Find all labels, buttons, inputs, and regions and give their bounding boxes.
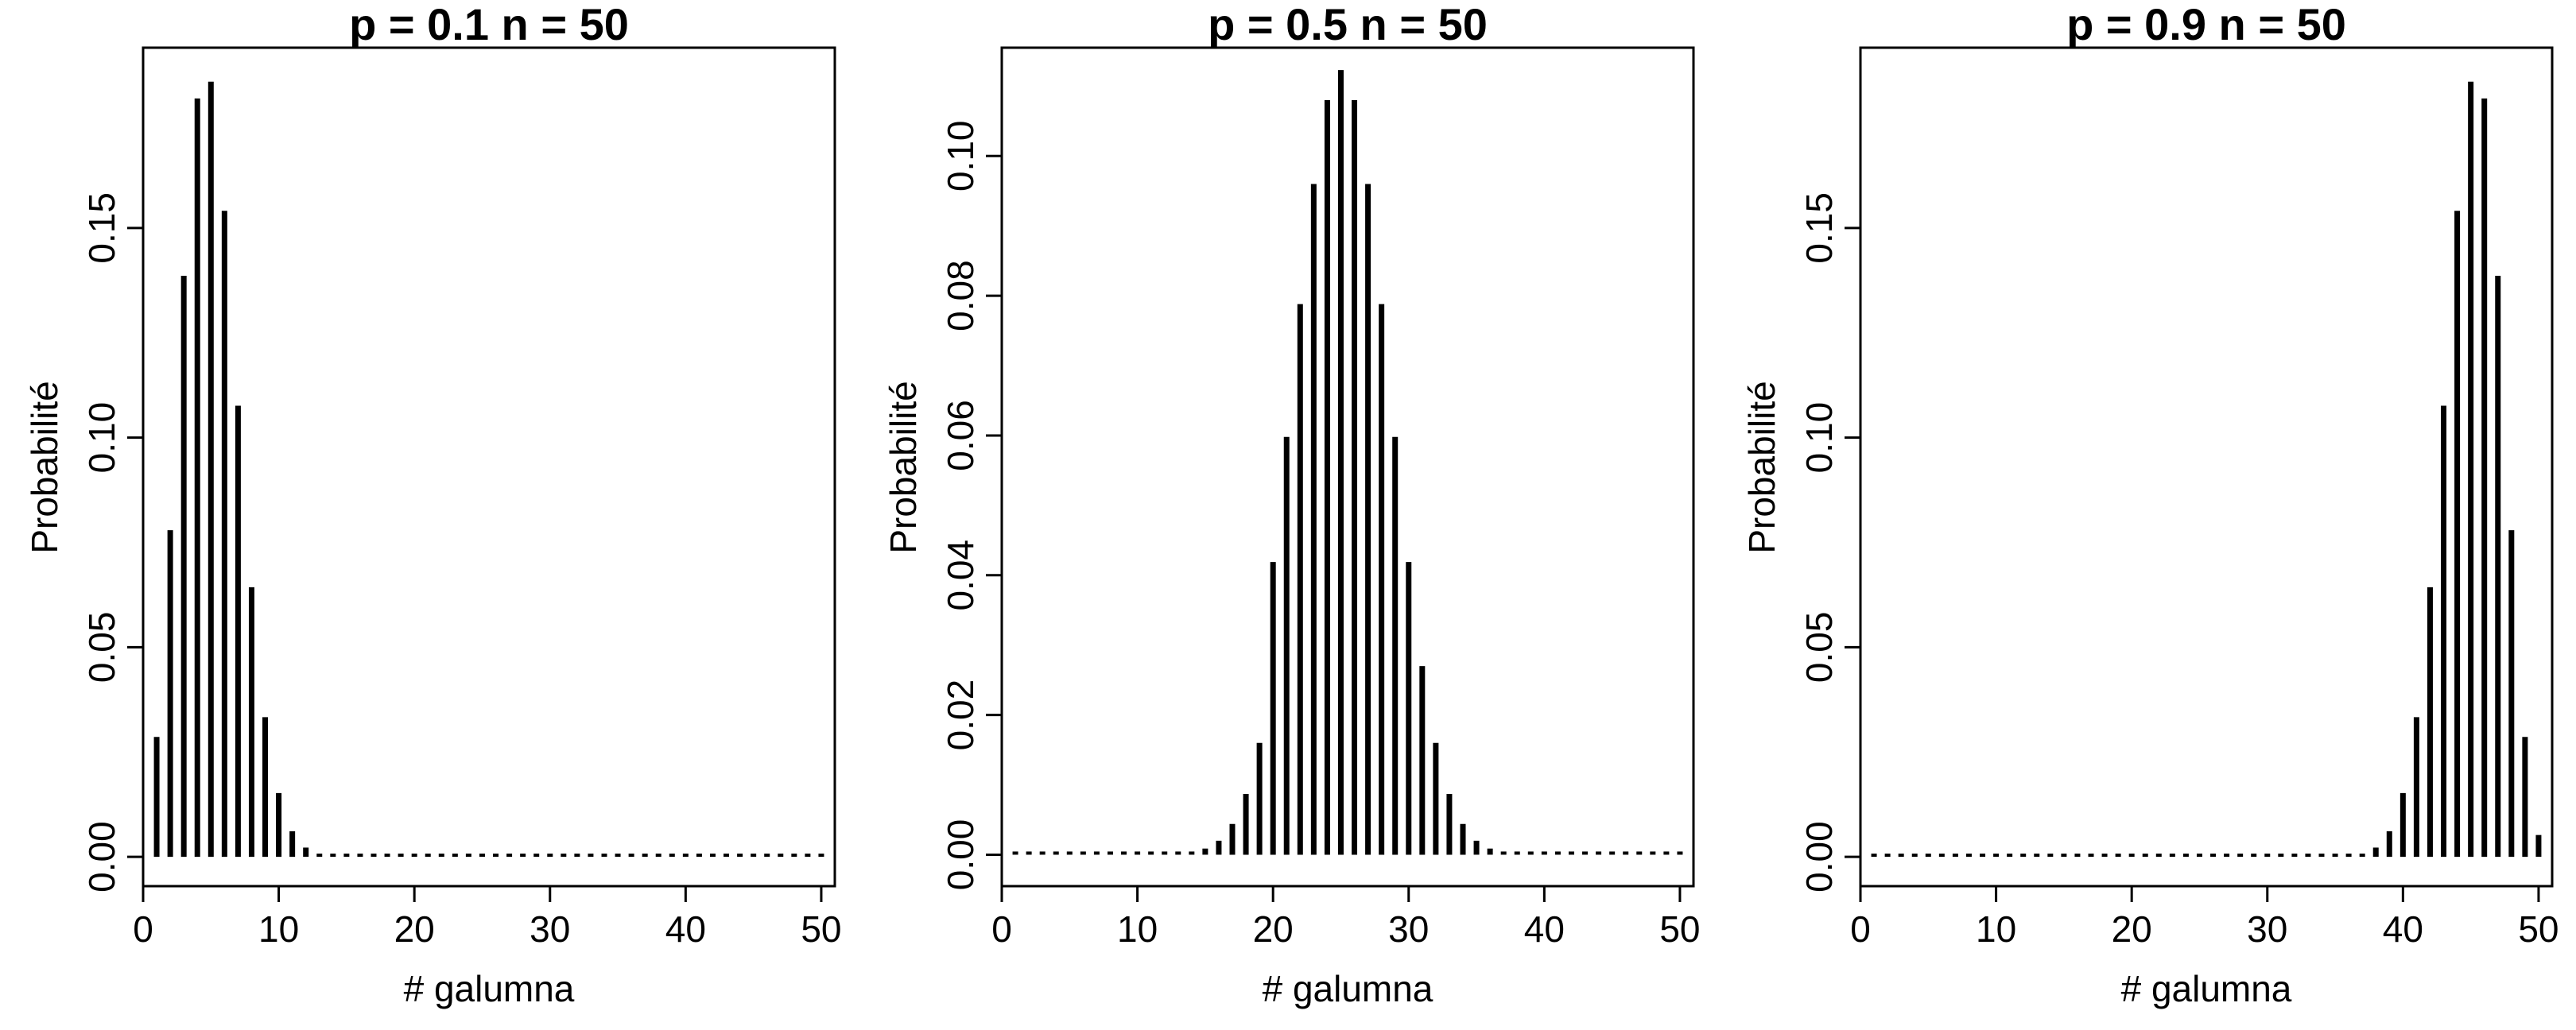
y-tick-label: 0.10 bbox=[940, 121, 981, 192]
y-tick-label: 0.10 bbox=[1798, 402, 1840, 474]
x-tick-label: 0 bbox=[991, 908, 1012, 950]
y-axis-label: Probabilité bbox=[1741, 381, 1783, 553]
bars-group bbox=[1871, 81, 2542, 858]
y-tick-label: 0.15 bbox=[1798, 192, 1840, 264]
y-axis: 0.00 0.05 0.10 0.15 bbox=[1798, 192, 1862, 893]
x-tick-label: 20 bbox=[394, 908, 435, 950]
x-axis: 0 10 20 30 40 50 bbox=[1850, 885, 2559, 950]
chart-panel-p09: p = 0.9 n = 50 0 10 20 30 40 50 0.000.050.100… bbox=[1741, 0, 2559, 1009]
y-tick-label: 0.05 bbox=[81, 612, 122, 683]
y-axis: 0.00 0.05 0.10 0.15 bbox=[81, 192, 145, 893]
x-axis: 0 10 20 30 40 50 bbox=[133, 885, 842, 950]
bars-group bbox=[1012, 70, 1683, 855]
x-tick-label: 20 bbox=[1253, 908, 1294, 950]
y-tick-label: 0.02 bbox=[940, 680, 981, 751]
y-tick-label: 0.08 bbox=[940, 260, 981, 331]
x-tick-label: 20 bbox=[2112, 908, 2152, 950]
x-axis: 0 10 20 30 40 50 bbox=[991, 885, 1701, 950]
y-tick-label: 0.05 bbox=[1798, 612, 1840, 683]
chart-panel-p05: p = 0.5 n = 50 0 10 20 30 40 50 0.000.020.040… bbox=[883, 0, 1701, 1009]
y-tick-label: 0.15 bbox=[81, 192, 122, 264]
y-axis-label: Probabilité bbox=[24, 381, 65, 553]
y-tick-label: 0.04 bbox=[940, 540, 981, 611]
y-tick-label: 0.00 bbox=[1798, 821, 1840, 893]
x-tick-label: 10 bbox=[1117, 908, 1158, 950]
plot-frame bbox=[1859, 46, 2554, 888]
x-tick-label: 40 bbox=[2383, 908, 2423, 950]
plot-frame bbox=[1000, 46, 1695, 888]
y-axis-label: Probabilité bbox=[883, 381, 924, 553]
y-tick-label: 0.06 bbox=[940, 400, 981, 471]
x-tick-label: 40 bbox=[1524, 908, 1565, 950]
chart-title: p = 0.5 n = 50 bbox=[1208, 0, 1488, 49]
x-tick-label: 10 bbox=[258, 908, 299, 950]
y-tick-label: 0.00 bbox=[940, 819, 981, 891]
x-tick-label: 30 bbox=[530, 908, 570, 950]
y-tick-label: 0.10 bbox=[81, 402, 122, 474]
x-tick-label: 50 bbox=[801, 908, 841, 950]
x-tick-label: 0 bbox=[133, 908, 153, 950]
x-tick-label: 30 bbox=[1388, 908, 1429, 950]
plot-frame bbox=[142, 46, 836, 888]
x-tick-label: 40 bbox=[665, 908, 706, 950]
chart-title: p = 0.1 n = 50 bbox=[349, 0, 629, 49]
x-tick-label: 50 bbox=[2518, 908, 2559, 950]
x-axis-label: # galumna bbox=[1263, 968, 1433, 1009]
bars-group bbox=[153, 81, 824, 858]
y-tick-label: 0.00 bbox=[81, 821, 122, 893]
chart-title: p = 0.9 n = 50 bbox=[2066, 0, 2346, 49]
x-tick-label: 50 bbox=[1659, 908, 1700, 950]
x-tick-label: 10 bbox=[1976, 908, 2016, 950]
x-axis-label: # galumna bbox=[2121, 968, 2292, 1009]
x-tick-label: 30 bbox=[2247, 908, 2287, 950]
x-axis-label: # galumna bbox=[404, 968, 575, 1009]
chart-panel-p01: p = 0.1 n = 50 0 10 20 30 40 50 0.000.050.100… bbox=[24, 0, 842, 1009]
y-axis: 0.00 0.02 0.04 0.06 0.08 0.10 bbox=[940, 121, 1003, 891]
x-tick-label: 0 bbox=[1850, 908, 1871, 950]
